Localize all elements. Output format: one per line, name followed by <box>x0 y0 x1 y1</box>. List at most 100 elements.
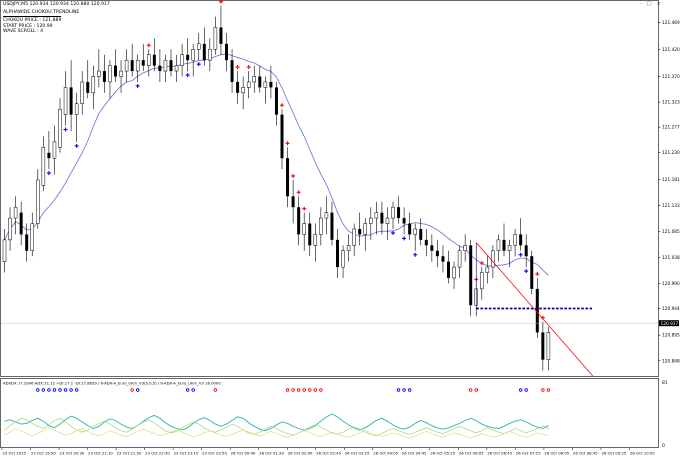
time-tick-label: 26 Oct 03:25 <box>345 451 370 456</box>
candle-body-bear <box>502 239 506 251</box>
osc-axis-bottom: 0 <box>662 443 665 449</box>
candle <box>2 228 7 273</box>
osc-buy-marker <box>74 388 79 392</box>
candle-body-bear <box>230 60 234 82</box>
trendline-segment[interactable] <box>475 242 594 377</box>
moving-average <box>4 53 549 276</box>
candle-body-bull <box>97 70 101 77</box>
candle <box>58 98 62 153</box>
price-tick-label: 120.895 <box>662 333 680 339</box>
candle <box>119 60 123 93</box>
candle <box>457 245 462 278</box>
candle <box>286 147 290 208</box>
candle-body-bear <box>402 218 406 224</box>
candle <box>186 38 190 72</box>
candle <box>352 223 356 257</box>
osc-sell-marker <box>296 388 301 392</box>
trendline[interactable] <box>475 242 594 377</box>
osc-lines <box>4 413 549 439</box>
osc-buy-marker <box>58 388 62 392</box>
candle <box>52 125 57 175</box>
info-divider <box>3 16 61 17</box>
candle-body-bear <box>424 239 428 246</box>
buy-signal-marker <box>63 127 68 132</box>
candle <box>302 212 306 251</box>
osc-buy-marker <box>41 388 46 392</box>
candle-body-bear <box>519 234 523 246</box>
candle <box>158 49 162 82</box>
candle <box>424 228 428 257</box>
candle-body-bull <box>91 76 96 94</box>
price-tick-label: 121.323 <box>662 100 680 106</box>
time-tick-label: 23 Oct 2015 <box>3 451 27 456</box>
candle-body-bull <box>124 59 129 72</box>
wave-scroll: WAVE SCROLL : 4 <box>3 29 44 34</box>
maximize-button[interactable]: □ <box>646 1 652 7</box>
candle <box>369 207 373 240</box>
candle <box>36 169 40 229</box>
price-chart[interactable]: 121.469 121.420 121.370 121.323 121.277 121.2… <box>0 0 680 378</box>
sell-signal-marker <box>218 0 223 4</box>
oscillator-chart[interactable]: ADXDX 17.2996 ADX:21.12 +DI:17.1 -DI:17.… <box>0 378 680 457</box>
sell-signal-marker <box>146 43 151 48</box>
osc-sell-marker <box>302 388 306 392</box>
candle-body-bear <box>258 76 262 88</box>
minimize-button[interactable]: - <box>640 1 642 7</box>
candle-body-bull <box>135 59 140 72</box>
time-tick-label: 23 Oct 21:50 <box>117 451 142 456</box>
candle <box>174 54 179 82</box>
candle <box>274 81 278 126</box>
osc-pane-border <box>0 378 659 448</box>
candle-body-bull <box>163 59 168 72</box>
osc-sell-marker <box>213 388 218 392</box>
candle-body-bull <box>496 239 501 252</box>
osc-buy-marker <box>63 388 68 392</box>
osc-buy-marker <box>396 388 401 392</box>
candle-body-bear <box>219 27 223 44</box>
candle <box>208 38 212 72</box>
osc-buy-marker <box>47 388 51 392</box>
osc-markers <box>36 388 551 392</box>
candle-body-bull <box>36 179 40 224</box>
candle <box>385 207 390 240</box>
candle-body-bull <box>363 223 367 235</box>
candle <box>291 179 295 224</box>
candle-body-bear <box>286 158 290 197</box>
candle-body-bull <box>452 266 456 279</box>
candle-body-bull <box>252 76 256 83</box>
candle-body-bear <box>447 261 450 278</box>
candle <box>152 38 156 72</box>
close-button[interactable]: × <box>656 1 661 7</box>
candle-body-bear <box>280 114 284 159</box>
candle <box>263 76 268 104</box>
time-tick-label: 26 Oct 00:40 <box>231 451 256 456</box>
sell-signal-marker <box>285 141 290 146</box>
osc-axis-top: 81 <box>662 380 668 386</box>
candle-body-bull <box>374 212 379 219</box>
candle <box>519 218 523 251</box>
candle-body-bull <box>352 228 356 246</box>
candle <box>230 49 234 93</box>
candle-body-bear <box>469 245 473 306</box>
buy-signal-marker <box>196 62 201 67</box>
candle <box>19 201 23 246</box>
candle <box>97 49 101 88</box>
osc-buy-marker <box>191 388 195 392</box>
candle <box>130 43 134 77</box>
candle-body-bear <box>202 43 206 61</box>
candle <box>269 65 273 99</box>
osc-buy-marker <box>185 388 190 392</box>
osc-sell-marker <box>469 388 473 392</box>
candle <box>197 32 201 61</box>
candle-body-bear <box>330 212 334 240</box>
time-tick-label: 26 Oct 07:25 <box>516 451 541 456</box>
candle-body-bear <box>535 288 539 333</box>
candle <box>108 60 112 99</box>
candle-body-bull <box>507 245 512 252</box>
osc-yellow-line <box>4 427 549 439</box>
candle <box>496 234 501 262</box>
osc-sell-marker <box>313 388 317 392</box>
price-tick-label: 121.420 <box>662 47 680 53</box>
candle-body-bull <box>63 87 68 115</box>
candle <box>191 43 195 77</box>
